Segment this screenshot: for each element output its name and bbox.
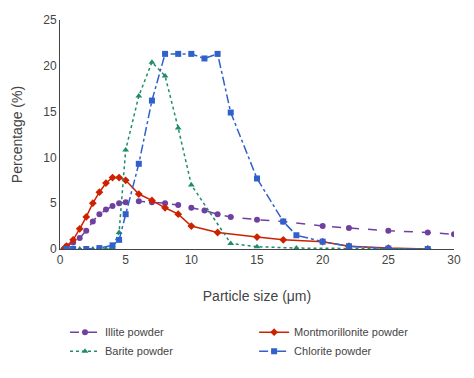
svg-text:0: 0 — [57, 253, 64, 267]
svg-text:20: 20 — [316, 253, 330, 267]
svg-text:15: 15 — [250, 253, 264, 267]
svg-text:5: 5 — [122, 253, 129, 267]
svg-text:10: 10 — [185, 253, 199, 267]
svg-text:20: 20 — [43, 59, 57, 73]
svg-text:Particle size (μm): Particle size (μm) — [203, 288, 311, 304]
svg-text:25: 25 — [43, 13, 57, 27]
svg-text:Barite powder: Barite powder — [105, 345, 173, 357]
svg-text:0: 0 — [50, 242, 57, 256]
svg-text:Illite powder: Illite powder — [105, 326, 164, 338]
svg-text:10: 10 — [43, 151, 57, 165]
svg-text:30: 30 — [447, 253, 461, 267]
svg-text:Percentage (%): Percentage (%) — [9, 86, 25, 183]
svg-text:5: 5 — [50, 196, 57, 210]
svg-text:Chlorite powder: Chlorite powder — [294, 345, 371, 357]
svg-text:15: 15 — [43, 105, 57, 119]
svg-text:25: 25 — [382, 253, 396, 267]
svg-text:Montmorillonite powder: Montmorillonite powder — [294, 326, 408, 338]
